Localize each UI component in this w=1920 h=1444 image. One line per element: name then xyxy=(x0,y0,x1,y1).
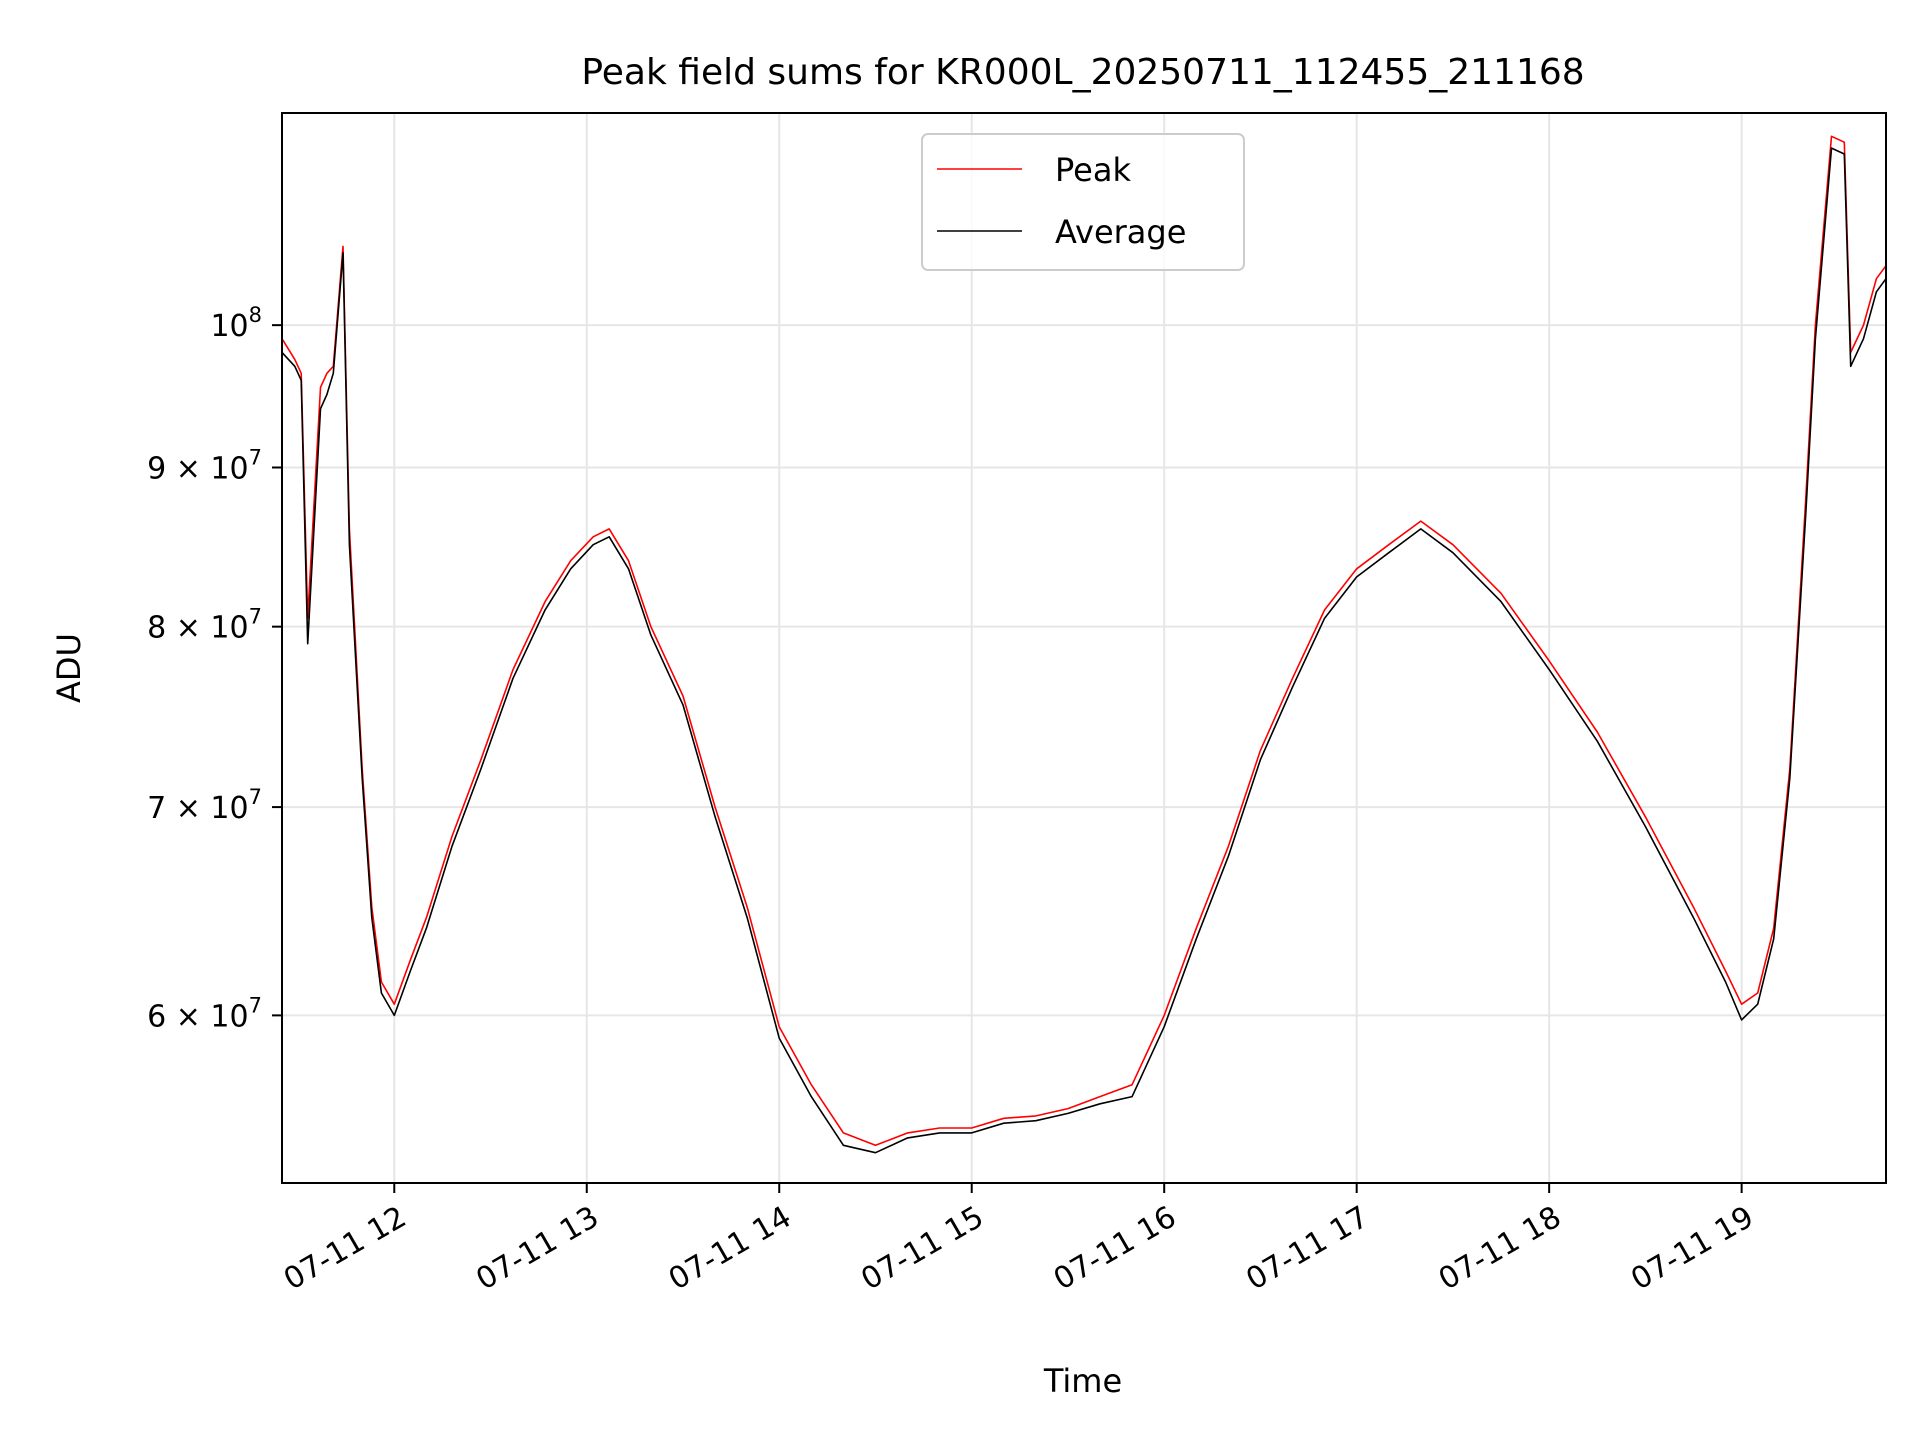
peak-series-line xyxy=(281,135,1887,1147)
legend-average-label: Average xyxy=(1055,213,1186,251)
chart-title: Peak field sums for KR000L_20250711_1124… xyxy=(581,52,1584,93)
grid xyxy=(282,113,1886,1183)
average-series-line xyxy=(281,147,1887,1154)
y-axis: 6 × 107 7 × 107 8 × 107 9 × 107 108 xyxy=(147,303,282,1034)
legend-peak-label: Peak xyxy=(1055,151,1131,189)
plot-frame xyxy=(281,112,1887,1184)
legend: Peak Average xyxy=(921,133,1245,271)
legend-box xyxy=(921,133,1245,271)
x-axis-label: Time xyxy=(1043,1362,1122,1400)
y-tick-label: 8 × 107 xyxy=(147,605,262,646)
y-tick-label: 9 × 107 xyxy=(147,446,262,487)
y-tick-label: 7 × 107 xyxy=(147,785,262,826)
plot-lines xyxy=(281,135,1887,1154)
y-axis-label: ADU xyxy=(50,633,88,703)
y-tick-label: 108 xyxy=(210,303,262,344)
y-tick-label: 6 × 107 xyxy=(147,993,262,1034)
